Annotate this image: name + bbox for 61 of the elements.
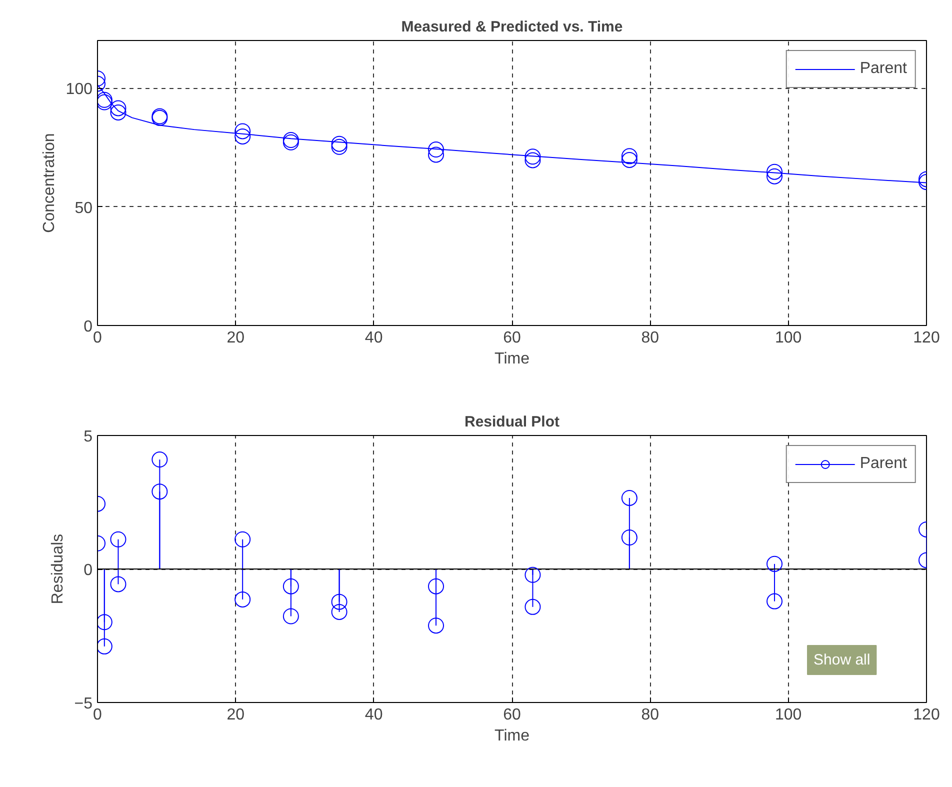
point: [621, 490, 638, 506]
point: [331, 136, 348, 152]
y-axis-title: Residuals: [49, 534, 66, 604]
point: [766, 164, 783, 180]
y-tick-label: 5: [84, 428, 93, 446]
point: [110, 576, 126, 592]
point: [524, 148, 541, 165]
point: [428, 618, 444, 634]
point: [331, 604, 348, 620]
point: [282, 578, 299, 594]
point: [110, 531, 126, 548]
point: [110, 100, 126, 116]
point: [331, 594, 348, 610]
point: [110, 104, 126, 120]
point: [152, 484, 168, 500]
point: [766, 556, 783, 572]
y-tick-label: 50: [74, 200, 93, 217]
point: [428, 578, 444, 594]
x-tick-label: 20: [226, 330, 245, 346]
point: [234, 531, 251, 548]
point: [98, 638, 112, 654]
annotation: Show all: [814, 652, 870, 668]
chart-title: Residual Plot: [464, 414, 560, 430]
point: [428, 142, 444, 158]
y-tick-label: −5: [74, 696, 93, 712]
x-tick-label: 120: [913, 706, 940, 724]
x-tick-label: 80: [641, 706, 660, 724]
point: [428, 146, 444, 163]
x-tick-label: 60: [503, 330, 521, 346]
x-tick-label: 100: [774, 706, 802, 724]
point: [524, 566, 541, 583]
y-tick-label: 0: [84, 562, 93, 579]
point: [234, 591, 251, 608]
point: [621, 148, 638, 164]
point: [98, 614, 112, 630]
point: [331, 138, 348, 155]
x-axis-title: Time: [494, 350, 530, 368]
x-tick-label: 100: [774, 330, 802, 346]
chart-title: Measured & Predicted vs. Time: [401, 18, 623, 36]
x-tick-label: 120: [913, 330, 940, 346]
point: [766, 168, 783, 184]
x-tick-label: 20: [226, 706, 245, 724]
point: [234, 128, 251, 144]
legend-label: Parent: [860, 455, 907, 473]
point: [766, 593, 783, 610]
x-tick-label: 40: [364, 706, 383, 724]
point: [282, 608, 299, 624]
point: [621, 152, 638, 168]
point: [524, 598, 541, 615]
x-axis-title: Time: [494, 728, 530, 744]
x-tick-label: 60: [503, 706, 521, 724]
point: [524, 152, 541, 168]
y-tick-label: 100: [66, 81, 93, 98]
point: [234, 123, 251, 140]
y-axis-title: Concentration: [40, 133, 58, 233]
y-tick-label: 0: [84, 318, 93, 336]
x-tick-label: 40: [364, 330, 383, 346]
x-tick-label: 80: [641, 330, 660, 346]
point: [621, 530, 638, 546]
point: [152, 452, 168, 468]
legend-label: Parent: [860, 60, 907, 78]
